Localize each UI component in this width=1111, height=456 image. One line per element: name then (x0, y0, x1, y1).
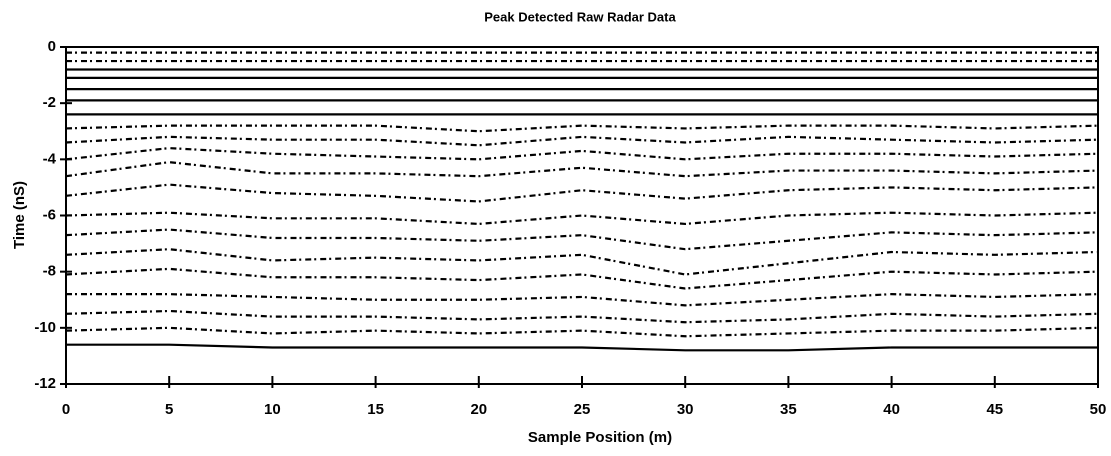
radar-layer (66, 343, 1098, 352)
y-axis-label: Time (nS) (11, 181, 28, 249)
y-tick-label: -2 (43, 94, 56, 111)
radar-layer (65, 183, 1099, 203)
y-tick-label: -8 (43, 263, 56, 280)
radar-layer (65, 248, 1099, 276)
radar-layer (65, 146, 1099, 161)
radar-layer (66, 293, 1099, 307)
y-tick-label: -4 (43, 150, 57, 167)
chart-title: Peak Detected Raw Radar Data (484, 9, 676, 24)
y-tick-label: 0 (48, 38, 56, 55)
x-tick-label: 45 (986, 401, 1003, 418)
radar-layer (65, 326, 1099, 338)
x-tick-label: 5 (165, 401, 173, 418)
radar-layer (65, 135, 1099, 147)
radar-layer (65, 228, 1099, 251)
x-tick-label: 25 (574, 401, 591, 418)
y-tick-label: -10 (34, 319, 56, 336)
x-tick-label: 50 (1090, 401, 1107, 418)
y-tick-label: -12 (34, 375, 56, 392)
radar-layer (65, 309, 1099, 324)
radar-layer (65, 124, 1099, 133)
x-axis-label: Sample Position (m) (528, 429, 672, 446)
x-tick-label: 20 (470, 401, 487, 418)
y-tick-label: -6 (43, 206, 56, 223)
x-tick-label: 40 (883, 401, 900, 418)
x-tick-label: 0 (62, 401, 70, 418)
radar-layer (65, 211, 1099, 226)
x-tick-label: 35 (780, 401, 797, 418)
radar-layer (65, 161, 1099, 178)
x-tick-label: 10 (264, 401, 281, 418)
radar-layer (65, 267, 1099, 290)
x-tick-label: 15 (367, 401, 384, 418)
x-tick-label: 30 (677, 401, 694, 418)
